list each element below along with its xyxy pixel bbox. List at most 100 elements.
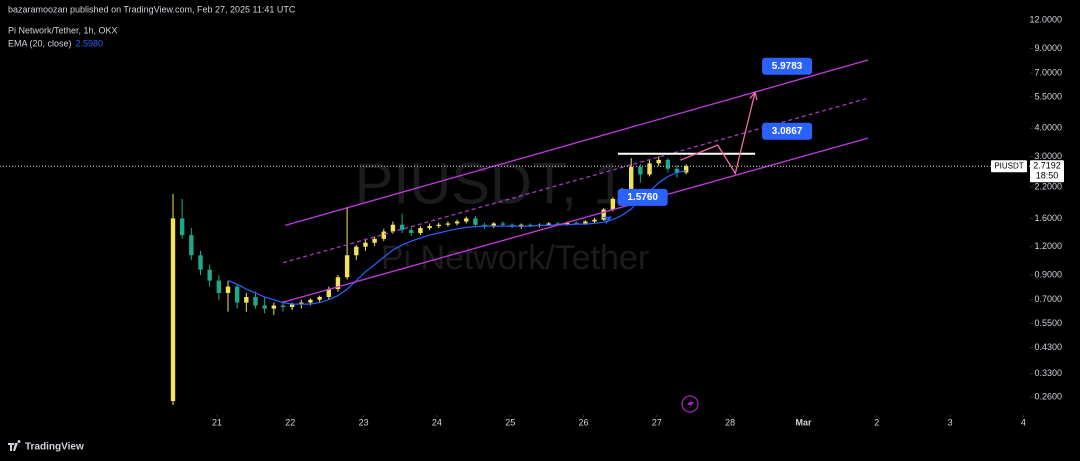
- candle-body: [491, 223, 496, 227]
- candle-body: [665, 159, 671, 169]
- candle-body: [216, 280, 222, 293]
- y-tick-label: 12.0000: [1029, 14, 1062, 24]
- chart-title: bazaramoozan published on TradingView.co…: [8, 4, 296, 14]
- candle-body: [500, 223, 506, 225]
- price-label: 2.7192: [1033, 161, 1061, 171]
- brand-logo: [8, 439, 21, 451]
- drawing-line: [285, 59, 869, 227]
- candle-body: [445, 223, 451, 225]
- x-tick-label: 4: [1021, 417, 1026, 427]
- y-tick-label: 0.3300: [1034, 368, 1062, 378]
- y-tick-label: 7.0000: [1034, 68, 1062, 78]
- candle-body: [574, 222, 579, 224]
- candle-body: [225, 286, 231, 293]
- y-tick-label: 1.6000: [1034, 213, 1062, 223]
- candle-body: [299, 302, 304, 305]
- symbol-tag: PIUSDT: [994, 161, 1023, 170]
- candle-body: [638, 166, 643, 175]
- candle-body: [610, 198, 616, 210]
- candle-body: [409, 230, 414, 233]
- candle-body: [308, 299, 313, 303]
- candle-body: [198, 255, 203, 270]
- candle-body: [454, 221, 460, 224]
- candle-body: [289, 304, 295, 308]
- countdown: 18:50: [1036, 171, 1059, 181]
- y-tick-label: 4.0000: [1034, 123, 1062, 133]
- ema-legend-value: 2.5980: [76, 38, 104, 48]
- candle-body: [179, 218, 185, 236]
- candle-body: [555, 223, 561, 225]
- x-tick-label: 23: [359, 417, 369, 427]
- candle-body: [363, 242, 368, 247]
- candle-body: [601, 209, 606, 220]
- watermark: PIUSDT, 1 Pi Network/Tether: [355, 151, 650, 277]
- x-tick-label: 25: [505, 417, 515, 427]
- event-icon-bolt: [687, 398, 694, 410]
- candle-body: [592, 219, 597, 222]
- candle-body: [271, 305, 277, 309]
- candle-body: [546, 223, 551, 225]
- candle-body: [335, 277, 341, 290]
- candle-body: [399, 224, 405, 231]
- y-tick-label: 0.5500: [1034, 318, 1062, 328]
- candle-body: [170, 218, 176, 402]
- x-tick-label: Mar: [795, 417, 812, 427]
- ema-legend: EMA (20, close): [8, 38, 72, 48]
- x-tick-label: 27: [652, 417, 662, 427]
- callout-box: [762, 122, 813, 140]
- y-tick-label: 5.5000: [1034, 91, 1062, 101]
- callout-box: [617, 188, 668, 206]
- y-tick-label: 0.9000: [1034, 269, 1062, 279]
- candle-body: [344, 255, 350, 278]
- candle-body: [262, 305, 267, 309]
- candle-body: [564, 222, 570, 225]
- x-tick-label: 28: [725, 417, 735, 427]
- symbol-tag-box: [991, 160, 1027, 173]
- candle-body: [436, 224, 441, 227]
- symbol-legend: Pi Network/Tether, 1h, OKX: [8, 25, 118, 35]
- callout-box: [762, 57, 813, 75]
- event-icon[interactable]: [681, 395, 699, 413]
- candle-body: [647, 163, 652, 175]
- y-tick-label: 0.4300: [1034, 342, 1062, 352]
- candle-body: [528, 224, 533, 226]
- candle-body: [390, 224, 396, 232]
- arrow-head: [602, 216, 613, 224]
- candle-body: [473, 218, 478, 225]
- x-tick-label: 24: [432, 417, 442, 427]
- price-box: [1030, 160, 1064, 183]
- y-tick-label: 0.2600: [1034, 392, 1062, 402]
- candle-body: [381, 231, 386, 239]
- candle-body: [326, 289, 331, 297]
- candle-body: [674, 168, 680, 173]
- candle-body: [583, 221, 588, 224]
- drawing-line: [282, 137, 869, 303]
- candle-body: [427, 226, 432, 229]
- candle-body: [280, 305, 286, 308]
- x-tick-label: 3: [948, 417, 953, 427]
- candle-body: [464, 218, 469, 222]
- brand: TradingView: [25, 442, 84, 453]
- y-tick-label: 9.0000: [1034, 43, 1062, 53]
- x-tick-label: 26: [579, 417, 589, 427]
- candle-body: [234, 286, 240, 303]
- candle-body: [207, 269, 212, 281]
- candle-body: [628, 166, 634, 192]
- watermark-symbol: PIUSDT, 1: [355, 151, 626, 216]
- candle-body: [253, 296, 258, 306]
- x-tick-label: 2: [874, 417, 879, 427]
- candle-body: [354, 246, 359, 256]
- candle-body: [317, 296, 322, 300]
- callout-label: 5.9783: [772, 61, 803, 72]
- candle-body: [482, 224, 487, 227]
- y-tick-label: 1.2000: [1034, 241, 1062, 251]
- candle-body: [683, 166, 689, 173]
- y-tick-label: 0.7000: [1034, 294, 1062, 304]
- x-tick-label: 21: [212, 417, 222, 427]
- ema-line: [227, 170, 687, 305]
- candle-body: [372, 238, 377, 243]
- candle-body: [189, 235, 194, 256]
- x-tick-label: 22: [285, 417, 295, 427]
- drawing-line: [680, 92, 756, 175]
